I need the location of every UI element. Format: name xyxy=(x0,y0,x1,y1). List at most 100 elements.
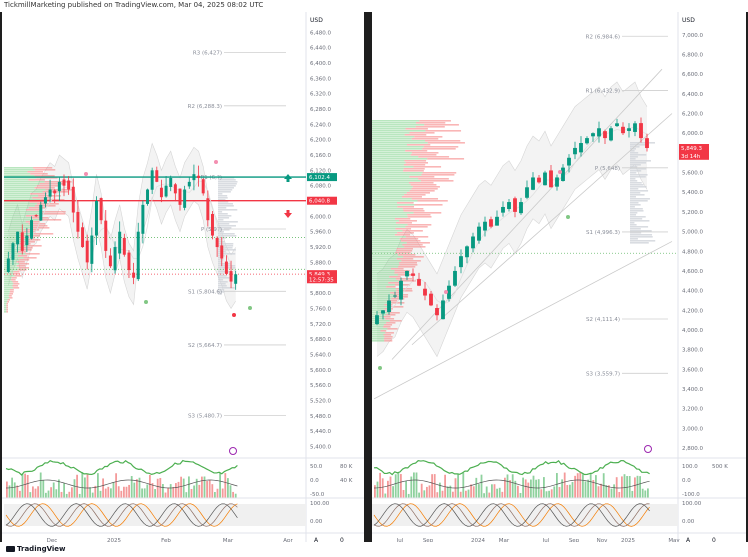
session-profile-bar xyxy=(630,152,639,154)
candle xyxy=(220,245,224,259)
volume-bar xyxy=(130,476,133,498)
signal-dot xyxy=(444,290,448,294)
x-tick-label: Jul xyxy=(396,538,404,542)
session-profile-bar xyxy=(630,162,647,164)
volume-profile-bar xyxy=(6,309,8,311)
volume-bar xyxy=(8,485,11,498)
volume-profile-bar xyxy=(372,290,397,292)
volume-profile-bar xyxy=(384,324,393,326)
volume-bar xyxy=(13,482,16,498)
candle xyxy=(525,187,529,198)
candle xyxy=(381,310,385,314)
currency-label: USD xyxy=(682,17,695,24)
volume-profile-bar xyxy=(383,338,392,340)
volume-profile-bar xyxy=(372,248,397,250)
candle xyxy=(11,243,15,260)
volume-bar xyxy=(636,475,639,498)
volume-bar xyxy=(519,492,522,498)
volume-profile-bar xyxy=(395,288,412,290)
volume-bar xyxy=(172,486,175,498)
volume-profile-bar xyxy=(9,291,14,293)
volume-bar xyxy=(441,490,444,498)
candle xyxy=(81,227,85,248)
volume-profile-bar xyxy=(372,292,391,294)
session-profile-bar xyxy=(630,148,636,150)
right-chart-panel[interactable]: USD R2 (6,984.6) R1 (6,432.9) P (5,648) S1 (… xyxy=(372,12,746,542)
volume-profile-bar xyxy=(411,138,439,140)
volume-bar xyxy=(592,480,595,498)
session-profile-bar xyxy=(630,184,644,186)
volume-profile-bar xyxy=(36,185,59,187)
pivot-level-label: S1 (5,804.6) xyxy=(188,289,222,295)
session-profile-bar xyxy=(630,172,637,174)
volume-profile-bar xyxy=(409,190,435,192)
oscillator-line xyxy=(5,459,238,476)
volume-bar xyxy=(394,474,397,498)
price-axis xyxy=(678,12,746,542)
volume-bar xyxy=(553,486,556,498)
session-profile-bar xyxy=(218,185,236,187)
volume-profile-bar xyxy=(4,183,40,185)
candle xyxy=(477,226,481,241)
volume-profile-bar xyxy=(4,309,7,311)
volume-profile-bar xyxy=(26,209,41,211)
volume-profile-bar xyxy=(383,326,391,328)
volume-profile-bar xyxy=(398,220,417,222)
volume-bar xyxy=(29,492,32,498)
y-tick-label: 5,400.0 xyxy=(682,190,703,196)
volume-profile-bar xyxy=(4,209,27,211)
right-chart-svg[interactable]: USD R2 (6,984.6) R1 (6,432.9) P (5,648) S1 (… xyxy=(372,12,746,542)
volume-profile-bar xyxy=(4,167,33,169)
price-badge xyxy=(307,196,337,205)
volume-bar xyxy=(405,480,407,498)
volume-bar xyxy=(208,480,211,498)
candle xyxy=(57,181,61,192)
volume-profile-bar xyxy=(23,257,37,259)
session-profile-bar xyxy=(630,208,643,210)
session-profile-bar xyxy=(630,220,650,222)
indicator2-axis-label: 100.00 xyxy=(682,501,702,507)
left-chart-panel[interactable]: USD R3 (6,427) R2 (6,288.3) R1 (6,?) P (5,9?… xyxy=(2,12,364,542)
candle xyxy=(178,188,182,205)
tradingview-logo[interactable]: TradingView xyxy=(6,545,66,553)
volume-bar xyxy=(504,477,506,498)
volume-profile-bar xyxy=(409,132,435,134)
candle xyxy=(639,123,643,139)
volume-bar xyxy=(60,491,63,498)
volume-profile-bar xyxy=(372,300,388,302)
volume-bar xyxy=(42,480,45,498)
volume-profile-bar xyxy=(4,217,31,219)
session-profile-bar xyxy=(218,293,223,295)
stochastic-line xyxy=(373,503,650,527)
signal-dot xyxy=(84,172,88,176)
volume-profile-bar xyxy=(372,268,391,270)
volume-profile-bar xyxy=(386,314,396,316)
currency-label: USD xyxy=(310,17,323,24)
volume-profile-bar xyxy=(4,181,45,183)
session-profile-bar xyxy=(630,180,638,182)
volume-profile-bar xyxy=(394,270,410,272)
volume-bar xyxy=(6,481,8,498)
pivot-level-label: S3 (3,559.7) xyxy=(586,371,620,377)
session-profile-bar xyxy=(630,200,648,202)
volume-profile-bar xyxy=(4,201,30,203)
volume-bar xyxy=(472,486,475,498)
volume-profile-bar xyxy=(4,175,35,177)
candle xyxy=(375,315,379,325)
volume-profile-bar xyxy=(372,330,381,332)
candle xyxy=(423,288,427,296)
volume-profile-bar xyxy=(4,289,10,291)
volume-profile-bar xyxy=(389,320,402,322)
volume-profile-bar xyxy=(30,173,48,175)
candle xyxy=(393,295,397,297)
session-profile-bar xyxy=(630,222,635,224)
volume-profile-bar xyxy=(4,283,14,285)
session-profile-bar xyxy=(630,166,638,168)
session-profile-bar xyxy=(630,192,641,194)
session-profile-bar xyxy=(218,199,226,201)
volume-profile-bar xyxy=(384,336,393,338)
candle xyxy=(206,198,210,221)
volume-bar xyxy=(58,479,60,498)
volume-profile-bar xyxy=(4,195,39,197)
